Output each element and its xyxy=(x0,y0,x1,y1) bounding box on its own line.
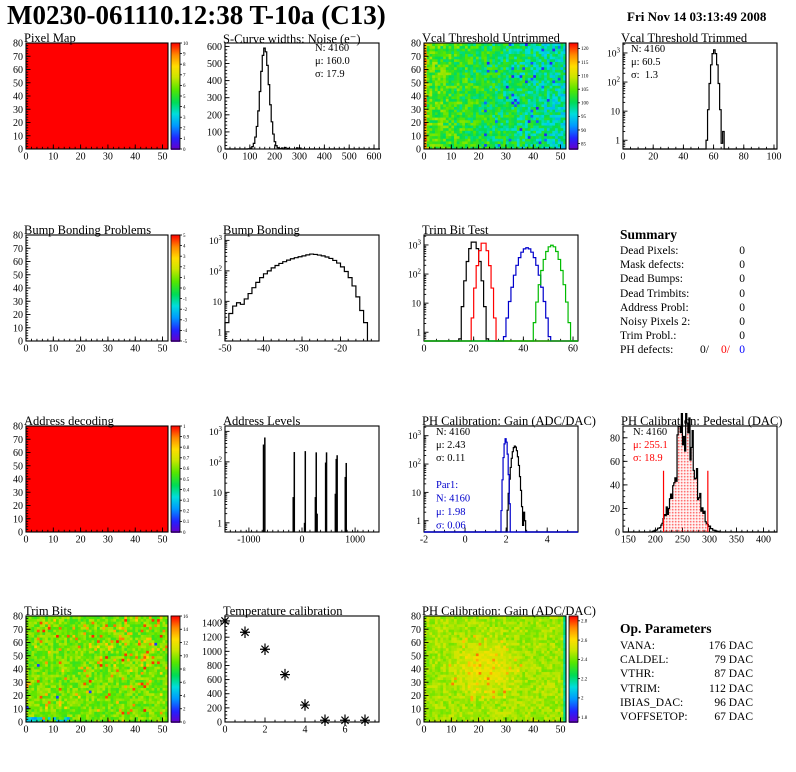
panel-address-levels: Address Levels xyxy=(199,413,398,603)
summary-row-label: Dead Trimbits: xyxy=(620,287,690,300)
chart-title: Bump Bonding Problems xyxy=(24,223,152,237)
op-parameter-value: 87 DAC xyxy=(714,668,753,681)
panel-scurve-noise: S-Curve widths: Noise (e⁻) xyxy=(199,30,398,220)
summary-row: Dead Bumps: 0 xyxy=(597,273,796,287)
summary-row-value: 0 xyxy=(739,245,745,257)
summary-row-value: 0 xyxy=(739,287,745,300)
op-parameter-value: 112 DAC xyxy=(709,682,753,695)
summary-row-ph-defects: PH defects: 0/0/0 xyxy=(597,344,796,358)
ph-defects-value: 0/ xyxy=(721,344,730,357)
op-parameter-value: 79 DAC xyxy=(714,654,753,667)
op-parameter-value: 176 DAC xyxy=(708,640,753,652)
trim-bits-canvas xyxy=(0,603,199,772)
op-parameter-row: IBIAS_DAC: 96 DAC xyxy=(597,697,796,711)
ph-gain-map-canvas xyxy=(398,603,597,772)
vcal-trimmed-canvas xyxy=(597,30,796,220)
chart-title: Address decoding xyxy=(24,414,114,428)
summary-row-label: Dead Bumps: xyxy=(620,273,683,286)
chart-title: PH Calibration: Gain (ADC/DAC) xyxy=(422,604,596,618)
panel-vcal-untrimmed: Vcal Threshold Untrimmed xyxy=(398,30,597,220)
op-parameter-row: VTRIM: 112 DAC xyxy=(597,683,796,697)
summary-row-value: 0 xyxy=(739,315,745,328)
ph-defects-value: 0/ xyxy=(700,344,709,357)
bump-problems-canvas xyxy=(0,222,199,412)
op-parameter-row: VOFFSETOP: 67 DAC xyxy=(597,711,796,725)
summary-row: Dead Trimbits: 0 xyxy=(597,288,796,302)
panel-address-decoding: Address decoding xyxy=(0,413,199,603)
summary-row: Dead Pixels: 0 xyxy=(597,245,796,259)
chart-title: Pixel Map xyxy=(24,31,76,45)
address-decoding-canvas xyxy=(0,413,199,603)
chart-title: Trim Bit Test xyxy=(422,223,489,237)
chart-title: Vcal Threshold Trimmed xyxy=(621,31,748,45)
bump-bonding-canvas xyxy=(199,222,398,412)
summary-title: Summary xyxy=(620,227,677,242)
summary-row-value: 0 xyxy=(739,330,745,343)
summary-row-label: Noisy Pixels 2: xyxy=(620,315,691,328)
chart-title: Bump Bonding xyxy=(223,223,300,237)
panel-trim-bit-test: Trim Bit Test xyxy=(398,222,597,412)
panel-summary: Summary Dead Pixels: 0 Mask defects: 0 Dead … xyxy=(597,222,796,412)
pixel-map-canvas xyxy=(0,30,199,220)
chart-title: Vcal Threshold Untrimmed xyxy=(422,31,560,45)
timestamp: Fri Nov 14 03:13:49 2008 xyxy=(627,9,767,24)
vcal-untrimmed-canvas xyxy=(398,30,597,220)
panel-vcal-trimmed: Vcal Threshold Trimmed xyxy=(597,30,796,220)
chart-title: S-Curve widths: Noise (e⁻) xyxy=(223,32,361,46)
chart-title: Temperature calibration xyxy=(223,604,343,618)
panel-pixel-map: Pixel Map xyxy=(0,30,199,220)
chart-title: Trim Bits xyxy=(24,604,72,618)
op-parameter-label: VTHR: xyxy=(620,668,655,681)
summary-row: Noisy Pixels 2: 0 xyxy=(597,316,796,330)
trim-bit-test-canvas xyxy=(398,222,597,412)
panel-op-parameters: Op. Parameters VANA: 176 DAC CALDEL: 79 DAC… xyxy=(597,603,796,772)
op-parameter-row: VANA: 176 DAC xyxy=(597,640,796,654)
op-parameter-label: VTRIM: xyxy=(620,682,661,695)
op-parameter-value: 96 DAC xyxy=(714,696,753,709)
op-parameter-value: 67 DAC xyxy=(714,710,753,723)
op-parameter-row: CALDEL: 79 DAC xyxy=(597,654,796,668)
summary-row-label: PH defects: xyxy=(620,344,674,357)
scurve-noise-canvas xyxy=(199,30,398,220)
chart-title: PH Calibration: Pedestal (DAC) xyxy=(621,414,783,428)
summary-row: Address Probl: 0 xyxy=(597,302,796,316)
panel-ph-gain-map: PH Calibration: Gain (ADC/DAC) xyxy=(398,603,597,772)
panel-bump-bonding: Bump Bonding xyxy=(199,222,398,412)
temperature-calibration-canvas xyxy=(199,603,398,772)
chart-title: PH Calibration: Gain (ADC/DAC) xyxy=(422,414,596,428)
ph-defects-value: 0 xyxy=(739,344,745,357)
summary-row-value: 0 xyxy=(739,259,745,272)
summary-row-value: 0 xyxy=(739,301,745,314)
summary-row-label: Mask defects: xyxy=(620,259,685,272)
op-parameter-row: VTHR: 87 DAC xyxy=(597,668,796,682)
summary-row: Trim Probl.: 0 xyxy=(597,330,796,344)
panel-bump-bonding-problems: Bump Bonding Problems xyxy=(0,222,199,412)
panel-ph-pedestal: PH Calibration: Pedestal (DAC) xyxy=(597,413,796,603)
summary-row-value: 0 xyxy=(739,273,745,286)
op-parameters-title: Op. Parameters xyxy=(620,621,712,636)
op-parameter-label: VOFFSETOP: xyxy=(620,710,688,723)
op-parameter-label: IBIAS_DAC: xyxy=(620,696,684,709)
page-title: M0230-061110.12:38 T-10a (C13) xyxy=(7,0,386,30)
op-parameter-label: CALDEL: xyxy=(620,654,669,667)
panel-ph-gain-hist: PH Calibration: Gain (ADC/DAC) xyxy=(398,413,597,603)
panel-trim-bits-map: Trim Bits xyxy=(0,603,199,772)
summary-row-label: Address Probl: xyxy=(620,301,689,314)
summary-rows: Dead Pixels: 0 Mask defects: 0 Dead Bumps: 0 D… xyxy=(597,245,796,359)
summary-row-label: Trim Probl.: xyxy=(620,330,677,343)
panel-temperature-calibration: Temperature calibration xyxy=(199,603,398,772)
ph-gain-hist-canvas xyxy=(398,413,597,603)
summary-row: Mask defects: 0 xyxy=(597,259,796,273)
op-parameter-label: VANA: xyxy=(620,640,655,652)
summary-row-label: Dead Pixels: xyxy=(620,245,679,257)
ph-pedestal-canvas xyxy=(597,413,796,603)
address-levels-canvas xyxy=(199,413,398,603)
chart-title: Address Levels xyxy=(223,414,301,428)
op-parameters-rows: VANA: 176 DAC CALDEL: 79 DAC VTHR: 87 DAC VTRI… xyxy=(597,640,796,725)
